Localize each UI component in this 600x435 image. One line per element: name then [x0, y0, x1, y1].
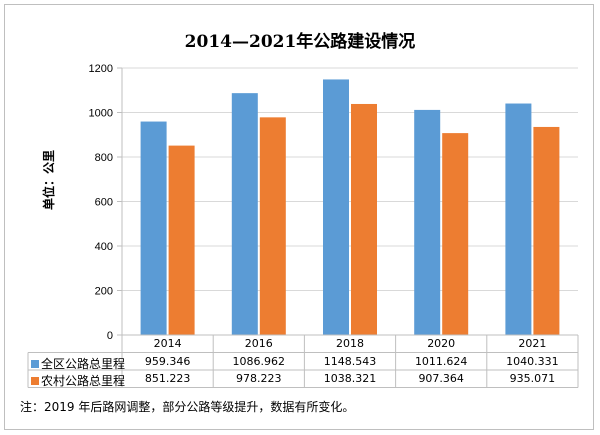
- bars: [140, 79, 560, 336]
- y-tick-label: 1000: [89, 108, 113, 120]
- bar-total-2021: [505, 103, 532, 335]
- bar-rural-2021: [533, 126, 560, 335]
- bar-rural-2020: [442, 133, 469, 335]
- bar-rural-2018: [351, 103, 377, 336]
- y-tick-label: 600: [95, 197, 113, 209]
- bar-rural-2014: [168, 145, 195, 335]
- gridlines: [122, 67, 578, 291]
- y-tick-label: 800: [95, 152, 113, 164]
- data-table-grid: [27, 335, 579, 388]
- chart-title: 2014—2021年公路建设情况: [184, 32, 416, 52]
- bar-total-2014: [140, 121, 167, 335]
- axes: [117, 67, 578, 336]
- bar-total-2016: [231, 93, 258, 335]
- chart-frame: [4, 4, 594, 430]
- bar-total-2020: [414, 109, 441, 335]
- y-ticks: 0 200 400 600 800 1000 1200: [89, 63, 113, 342]
- y-tick-label: 200: [95, 286, 113, 298]
- y-tick-label: 1200: [89, 63, 113, 75]
- y-tick-label: 400: [95, 241, 113, 253]
- footnote: 注：2019 年后路网调整，部分公路等级提升，数据有所变化。: [20, 400, 355, 414]
- y-tick-label: 0: [107, 330, 113, 342]
- bar-rural-2016: [259, 117, 286, 335]
- bar-total-2018: [323, 79, 349, 335]
